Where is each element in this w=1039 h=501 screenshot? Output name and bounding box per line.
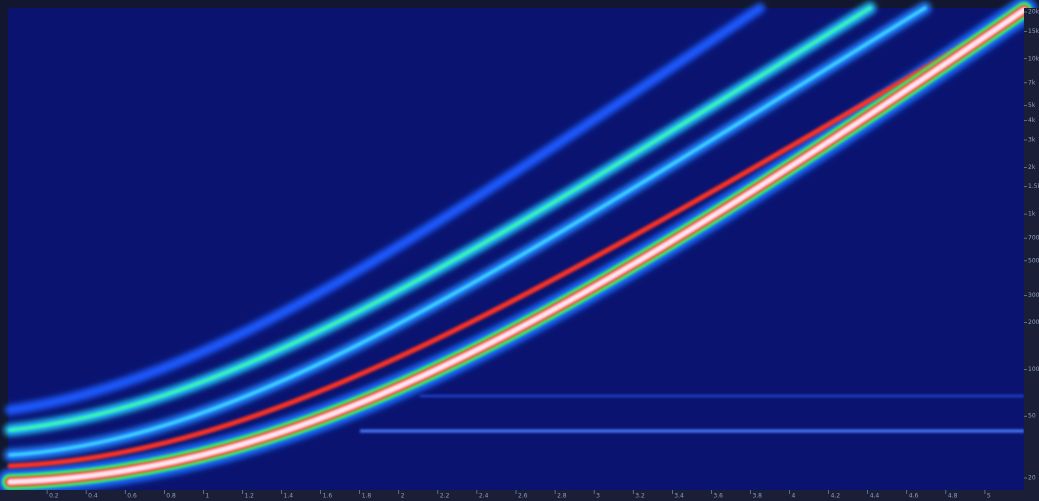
- y-tick-label: 20k: [1028, 9, 1039, 16]
- y-tick-label: 200: [1028, 319, 1039, 326]
- plot-area: [8, 8, 1024, 490]
- y-tick-label: 4k: [1028, 117, 1036, 124]
- x-tick-label: 1.6: [323, 493, 333, 500]
- y-tick-label: 1k: [1028, 211, 1036, 218]
- spectrogram-view: 20k 15k 10k 7k 5k 4k 3k 2k 1.5k 1k 700 500 300 200 100…: [0, 0, 1039, 501]
- y-tick-label: 700: [1028, 235, 1039, 242]
- x-tick-label: 3: [596, 493, 600, 500]
- y-tick-label: 5k: [1028, 102, 1036, 109]
- x-tick-label: 1: [205, 493, 209, 500]
- y-tick-label: 100: [1028, 366, 1039, 373]
- y-tick-label: 50: [1028, 413, 1036, 420]
- x-tick-label: 2: [401, 493, 405, 500]
- x-tick-label: 2.6: [518, 493, 528, 500]
- x-tick-label: 1.8: [362, 493, 372, 500]
- x-tick-label: 0.4: [88, 493, 98, 500]
- x-tick-label: 0.2: [49, 493, 59, 500]
- x-tick-label: 3.8: [752, 493, 762, 500]
- y-tick-label: 500: [1028, 257, 1039, 264]
- x-tick-label: 2.8: [557, 493, 567, 500]
- x-tick-label: 2.4: [479, 493, 489, 500]
- x-tick-label: 1.2: [244, 493, 254, 500]
- y-tick-label: 15k: [1028, 28, 1039, 35]
- x-tick-label: 0.6: [127, 493, 137, 500]
- y-tick-label: 3k: [1028, 136, 1036, 143]
- y-tick-label: 300: [1028, 292, 1039, 299]
- x-tick-label: 2.2: [440, 493, 450, 500]
- y-tick-label: 7k: [1028, 79, 1036, 86]
- y-tick-label: 10k: [1028, 55, 1039, 62]
- x-tick-label: 5: [987, 493, 991, 500]
- x-tick-label: 3.6: [713, 493, 723, 500]
- x-tick-label: 4: [792, 493, 796, 500]
- y-tick-label: 1.5k: [1028, 183, 1039, 190]
- x-tick-label: 3.4: [674, 493, 684, 500]
- y-tick-label: 2k: [1028, 164, 1036, 171]
- x-tick-label: 0.8: [166, 493, 176, 500]
- x-tick-label: 3.2: [635, 493, 645, 500]
- x-tick-label: 4.2: [831, 493, 841, 500]
- x-tick-label: 1.4: [284, 493, 294, 500]
- x-tick-label: 4.6: [909, 493, 919, 500]
- x-tick-label: 4.8: [948, 493, 958, 500]
- page: 20k 15k 10k 7k 5k 4k 3k 2k 1.5k 1k 700 500 300 200 100…: [0, 0, 1039, 501]
- x-tick-label: 4.4: [870, 493, 880, 500]
- y-tick-label: 20: [1028, 475, 1036, 482]
